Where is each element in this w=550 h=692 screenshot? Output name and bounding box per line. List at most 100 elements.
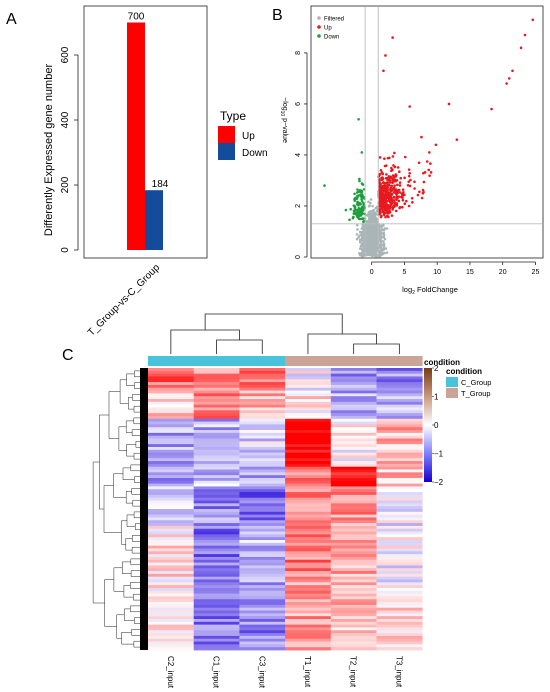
heatmap-cell <box>239 413 286 417</box>
volcano-y-tick-label: 2 <box>295 204 302 208</box>
heatmap-cell <box>148 506 195 510</box>
heatmap-cell <box>285 506 332 510</box>
heatmap-cell <box>285 463 332 468</box>
heatmap-cell <box>148 503 195 507</box>
heatmap-cell <box>330 610 377 614</box>
heatmap-cell <box>239 562 286 566</box>
heatmap-cell <box>239 486 286 490</box>
heatmap-cell <box>330 444 377 448</box>
point-up <box>403 176 406 180</box>
point-up <box>382 209 385 212</box>
heatmap-cell <box>285 489 332 493</box>
heatmap-cell <box>285 621 332 626</box>
heatmap-cell <box>148 562 195 566</box>
heatmap-cell <box>193 373 240 377</box>
heatmap-cell <box>376 511 423 516</box>
heatmap-cell <box>148 432 195 437</box>
heatmap-column-label: C3_input <box>257 656 266 689</box>
point-up <box>394 209 398 213</box>
point-up <box>425 160 429 163</box>
heatmap-cell <box>330 446 377 451</box>
bar-y-tick-label: 600 <box>60 46 71 63</box>
heatmap-cell <box>330 582 377 586</box>
heatmap-cell <box>148 441 195 445</box>
heatmap-cell <box>148 618 195 623</box>
point-up <box>388 179 392 183</box>
point-filtered <box>358 239 362 243</box>
heatmap-cell <box>376 633 423 637</box>
point-up <box>382 181 385 184</box>
point-up <box>395 197 398 200</box>
heatmap-cell <box>193 548 240 552</box>
point-up <box>387 192 391 196</box>
point-up <box>429 162 432 165</box>
heatmap-cell <box>193 435 240 439</box>
heatmap-cell <box>330 514 377 518</box>
heatmap-cell <box>239 576 286 580</box>
point-up <box>531 18 535 22</box>
heatmap-cell <box>193 579 240 583</box>
heatmap-cell <box>285 613 332 617</box>
point-up <box>401 196 404 200</box>
heatmap-cell <box>330 633 377 637</box>
heatmap-cell <box>376 401 423 406</box>
heatmap-cell <box>285 430 332 434</box>
heatmap-cell <box>376 475 423 479</box>
heatmap-cell <box>239 441 286 445</box>
heatmap-cell <box>285 446 332 451</box>
point-up <box>390 192 394 196</box>
bar-category-label: T_Group-vs-C_Group <box>86 262 162 338</box>
heatmap-cell <box>376 390 423 394</box>
point-up <box>391 181 394 185</box>
heatmap-cell <box>148 463 195 468</box>
row-dendrogram-branch <box>135 523 140 530</box>
heatmap-cell <box>148 384 195 389</box>
heatmap-cell <box>376 396 423 400</box>
heatmap-cell <box>193 497 240 501</box>
heatmap-cell <box>330 616 377 620</box>
heatmap-cell <box>376 376 423 380</box>
heatmap-cell <box>285 413 332 417</box>
point-filtered <box>378 229 381 232</box>
heatmap-cell <box>193 607 240 611</box>
point-up <box>422 190 425 194</box>
point-up <box>511 69 514 73</box>
point-filtered <box>374 242 377 245</box>
volcano-x-tick-label: 25 <box>532 269 540 276</box>
heatmap-cell <box>376 520 423 524</box>
panel-label-b: B <box>272 7 283 24</box>
point-up <box>406 184 410 187</box>
point-up <box>407 204 411 208</box>
point-up <box>379 211 382 214</box>
point-filtered <box>382 248 385 252</box>
heatmap-cell <box>285 492 332 496</box>
point-filtered <box>384 247 388 250</box>
point-filtered <box>356 228 359 231</box>
column-dendrogram <box>170 313 400 354</box>
heatmap-cell <box>330 483 377 487</box>
heatmap-cell <box>148 449 195 453</box>
heatmap-cell <box>376 427 423 431</box>
heatmap-cell <box>285 401 332 406</box>
point-filtered <box>367 200 370 204</box>
heatmap-cell <box>285 449 332 453</box>
point-up <box>455 138 459 141</box>
heatmap-cell <box>148 415 195 420</box>
heatmap-cell <box>330 602 377 606</box>
column-dendrogram-branch <box>170 329 240 354</box>
heatmap-cell <box>330 506 377 510</box>
point-up <box>395 204 399 207</box>
heatmap-cell <box>148 548 195 552</box>
heatmap-cell <box>193 438 240 442</box>
color-scale-tick-label: 1 <box>434 393 439 402</box>
heatmap-cell <box>376 458 423 462</box>
point-up <box>379 200 383 203</box>
heatmap-cell <box>239 596 286 600</box>
heatmap-cell <box>285 511 332 516</box>
point-down <box>358 177 361 181</box>
heatmap-column-label: C2_input <box>166 656 175 689</box>
heatmap-cell <box>285 641 332 645</box>
row-dendrogram-branch <box>92 461 105 604</box>
volcano-plot-area <box>310 5 544 259</box>
point-filtered <box>366 229 370 233</box>
